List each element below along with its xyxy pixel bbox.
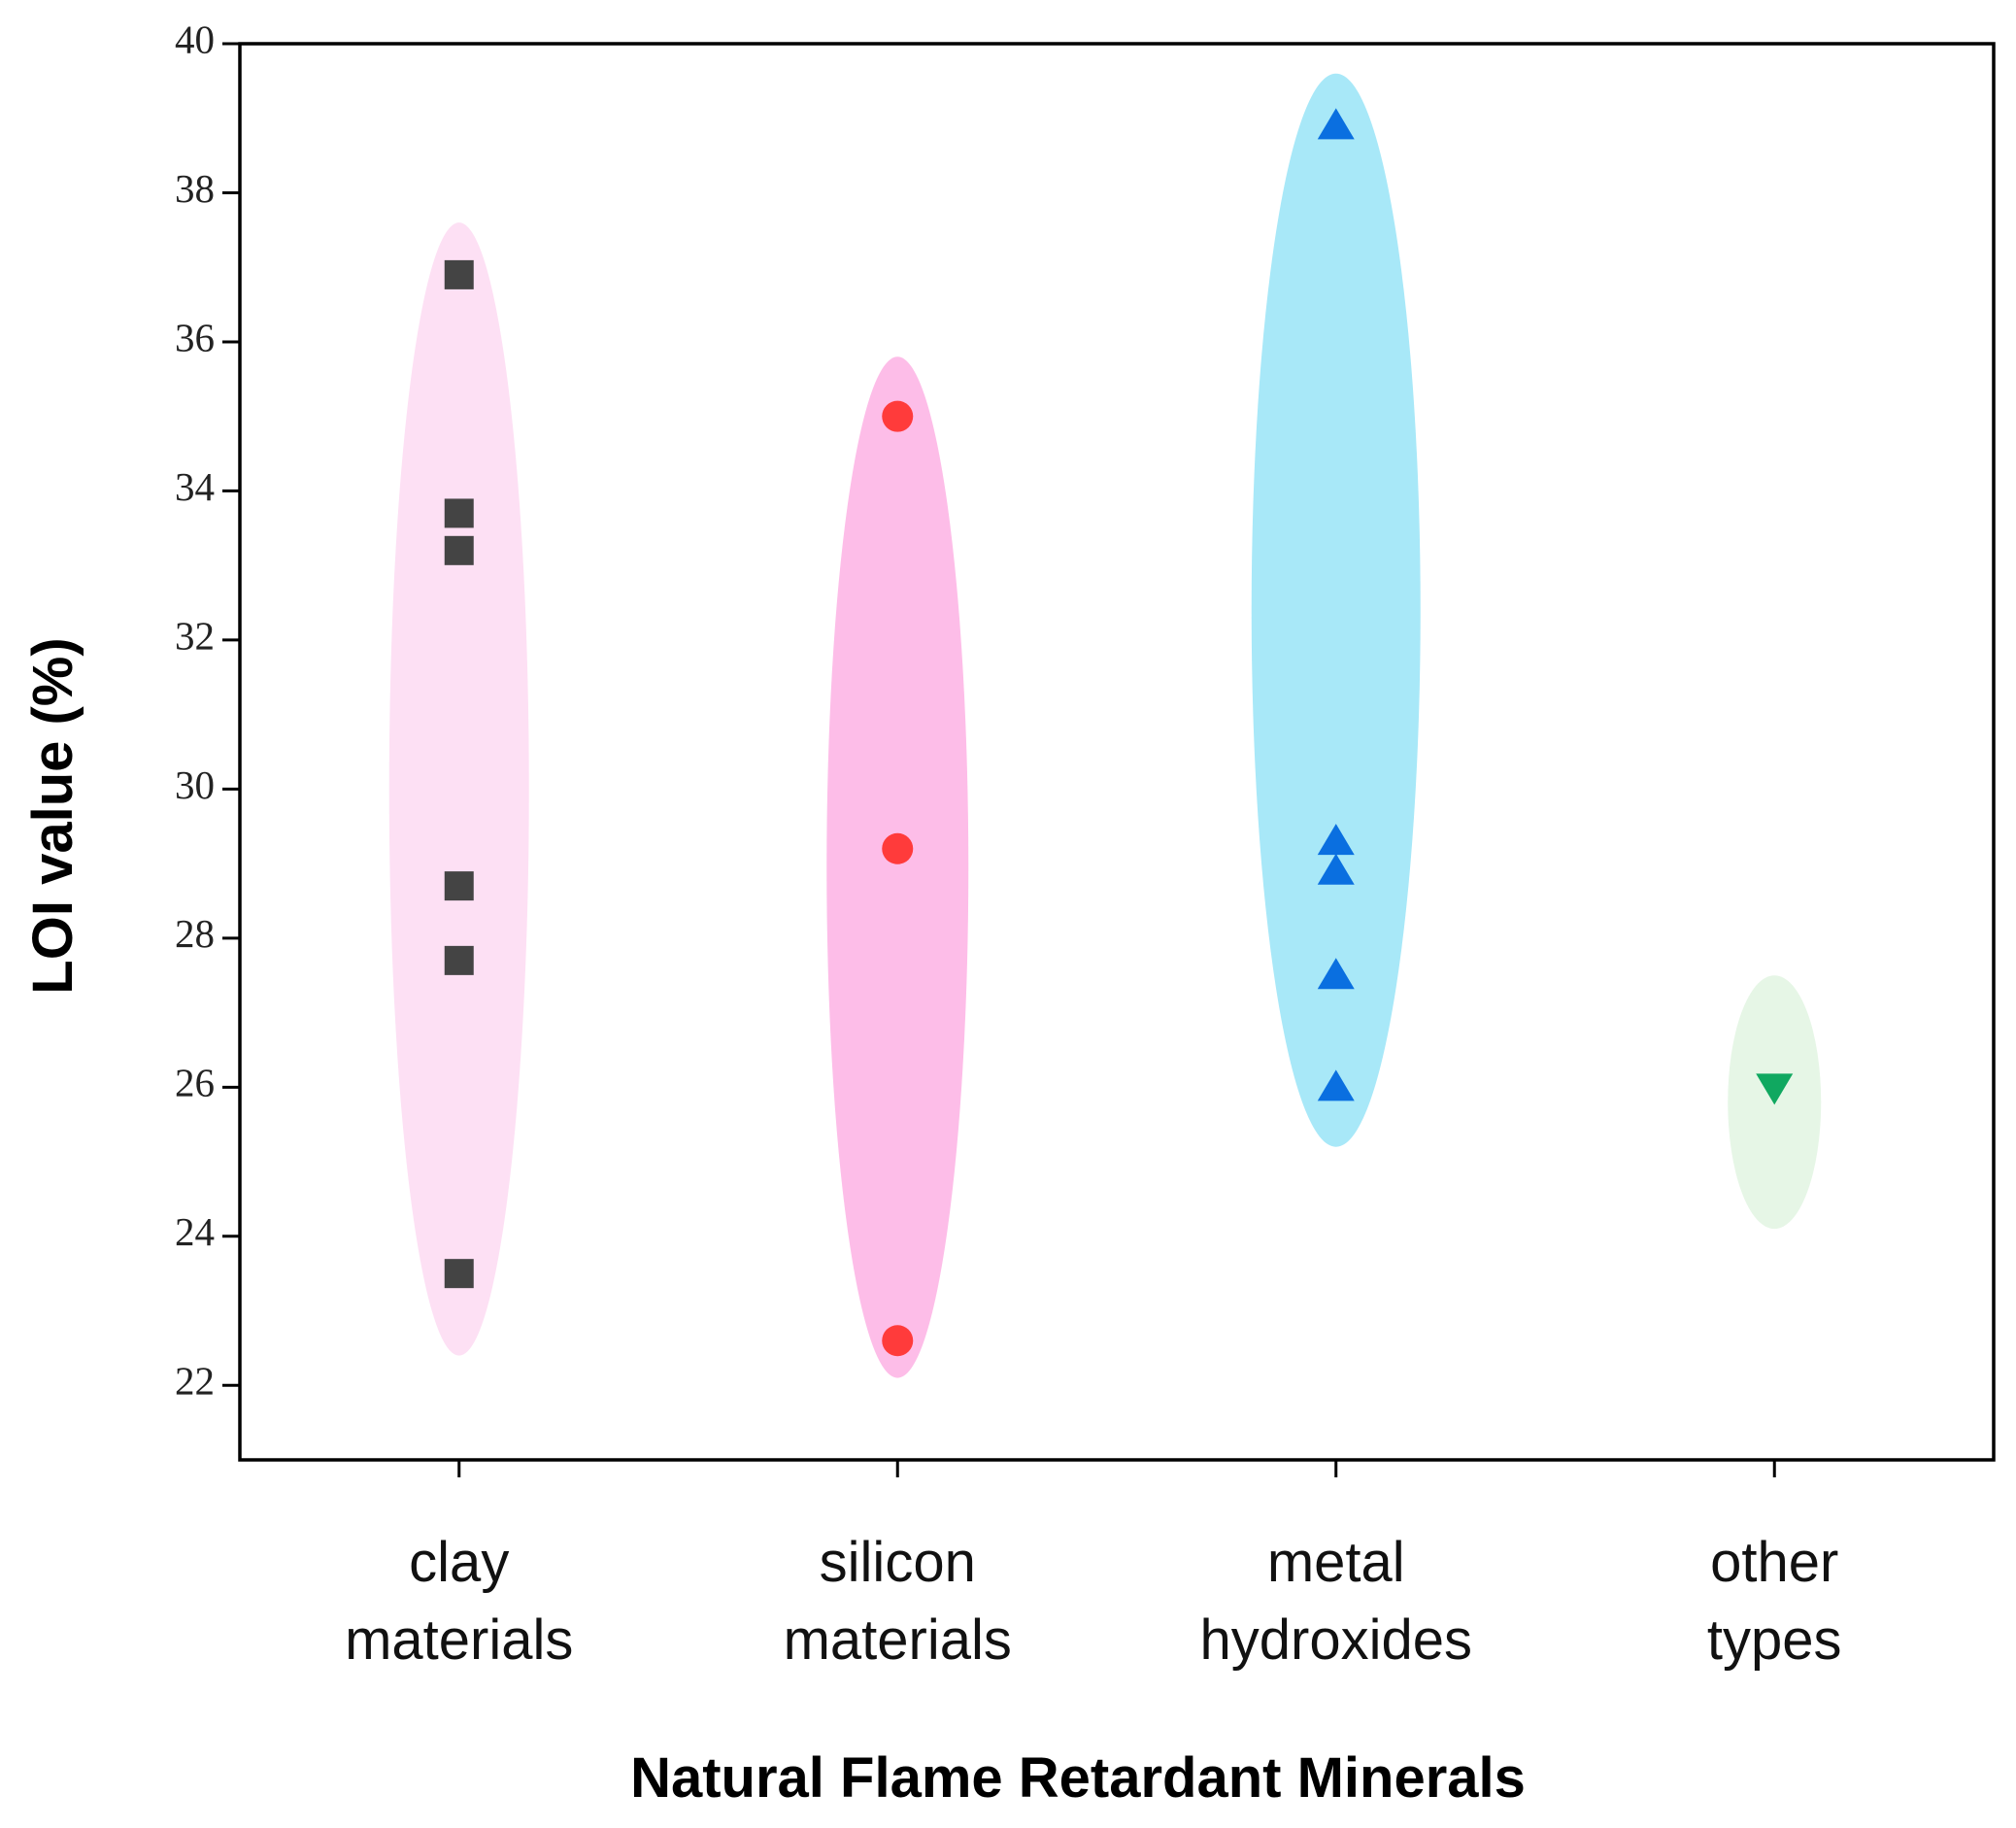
- y-tick-label: 32: [175, 613, 215, 658]
- point: [1317, 824, 1355, 856]
- point: [882, 1325, 914, 1357]
- x-tick-label-line: materials: [345, 1608, 573, 1672]
- x-tick-label-line: materials: [784, 1608, 1012, 1672]
- point: [444, 1259, 474, 1289]
- x-tick-label-line: silicon: [820, 1531, 976, 1594]
- x-tick-label-line: hydroxides: [1200, 1608, 1472, 1672]
- point: [1317, 853, 1355, 885]
- x-tick-label: silicon materials: [784, 1531, 1012, 1672]
- point: [882, 832, 914, 864]
- point: [1317, 958, 1355, 990]
- x-axis-title: Natural Flame Retardant Minerals: [630, 1746, 1526, 1810]
- point: [882, 400, 914, 432]
- point: [444, 871, 474, 901]
- y-tick-label: 30: [175, 762, 215, 807]
- region: [1251, 73, 1421, 1147]
- x-tick-label-line: metal: [1267, 1531, 1405, 1594]
- region: [826, 356, 969, 1378]
- region: [388, 222, 529, 1356]
- plot-frame: [238, 42, 1996, 1462]
- y-tick-label: 28: [175, 911, 215, 956]
- y-tick-label: 38: [175, 166, 215, 211]
- point: [444, 259, 474, 289]
- x-tick-label-line: other: [1710, 1531, 1838, 1594]
- x-tick-label-line: types: [1707, 1608, 1842, 1672]
- x-tick-label: clay materials: [345, 1531, 573, 1672]
- y-tick-label: 24: [175, 1209, 215, 1254]
- y-tick-label: 36: [175, 315, 215, 359]
- point: [1756, 1073, 1794, 1105]
- y-tick-label: 40: [175, 17, 215, 61]
- point: [444, 498, 474, 528]
- x-tick-label: other types: [1707, 1531, 1842, 1672]
- y-tick-label: 26: [175, 1061, 215, 1105]
- y-tick-label: 34: [175, 464, 215, 509]
- y-axis-title: LOI value (%): [21, 637, 84, 994]
- point: [444, 535, 474, 565]
- y-tick-label: 22: [175, 1359, 215, 1404]
- point: [1317, 108, 1355, 140]
- x-tick-label-line: clay: [409, 1531, 509, 1594]
- x-tick-label: metal hydroxides: [1200, 1531, 1472, 1672]
- point: [444, 945, 474, 975]
- point: [1317, 1069, 1355, 1101]
